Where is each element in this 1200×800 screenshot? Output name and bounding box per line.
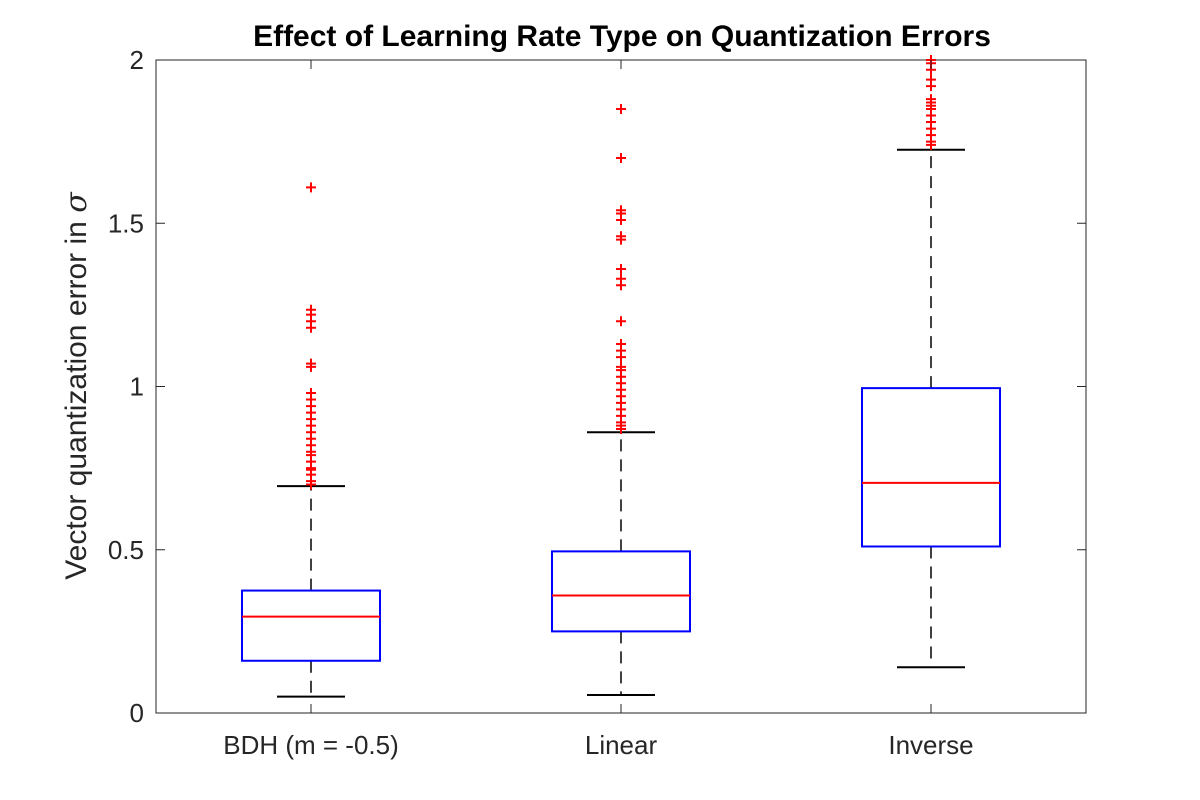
outlier-marker (616, 263, 626, 274)
y-tick-label: 0 (130, 698, 144, 728)
outlier-marker (616, 231, 626, 242)
outlier-marker (926, 94, 936, 105)
y-tick-label: 1.5 (108, 208, 144, 238)
outlier-marker (616, 152, 626, 163)
outlier-marker (616, 316, 626, 327)
outlier-marker (926, 74, 936, 85)
plot-marks (241, 55, 1001, 698)
box-group (551, 103, 691, 697)
outlier-marker (306, 388, 316, 399)
x-tick-label: Inverse (888, 730, 973, 760)
y-tick-label: 2 (130, 45, 144, 75)
y-tick-label: 1 (130, 372, 144, 402)
iqr-box (241, 589, 381, 662)
y-axis-label-text: Vector quantization error in (60, 221, 93, 580)
y-axis-label-symbol: σ (59, 191, 94, 213)
y-tick-label: 0.5 (108, 535, 144, 565)
axes: 0 0.5 1 1.5 2 BDH (m = -0.5) Linear Inverse (108, 45, 1086, 760)
x-tick-label: Linear (585, 730, 658, 760)
chart-title: Effect of Learning Rate Type on Quantiza… (253, 20, 991, 53)
outlier-marker (616, 273, 626, 284)
box-group (861, 55, 1001, 669)
outlier-marker (616, 361, 626, 372)
outlier-marker (616, 103, 626, 114)
outlier-marker (306, 304, 316, 315)
outlier-marker (616, 205, 626, 216)
box-group (241, 182, 381, 698)
iqr-box (861, 387, 1001, 548)
y-axis-label: Vector quantization error in σ (59, 191, 94, 580)
outlier-marker (616, 339, 626, 350)
outlier-marker (306, 358, 316, 369)
x-tick-label: BDH (m = -0.5) (223, 730, 399, 760)
iqr-box (551, 550, 691, 633)
outlier-marker (306, 182, 316, 193)
